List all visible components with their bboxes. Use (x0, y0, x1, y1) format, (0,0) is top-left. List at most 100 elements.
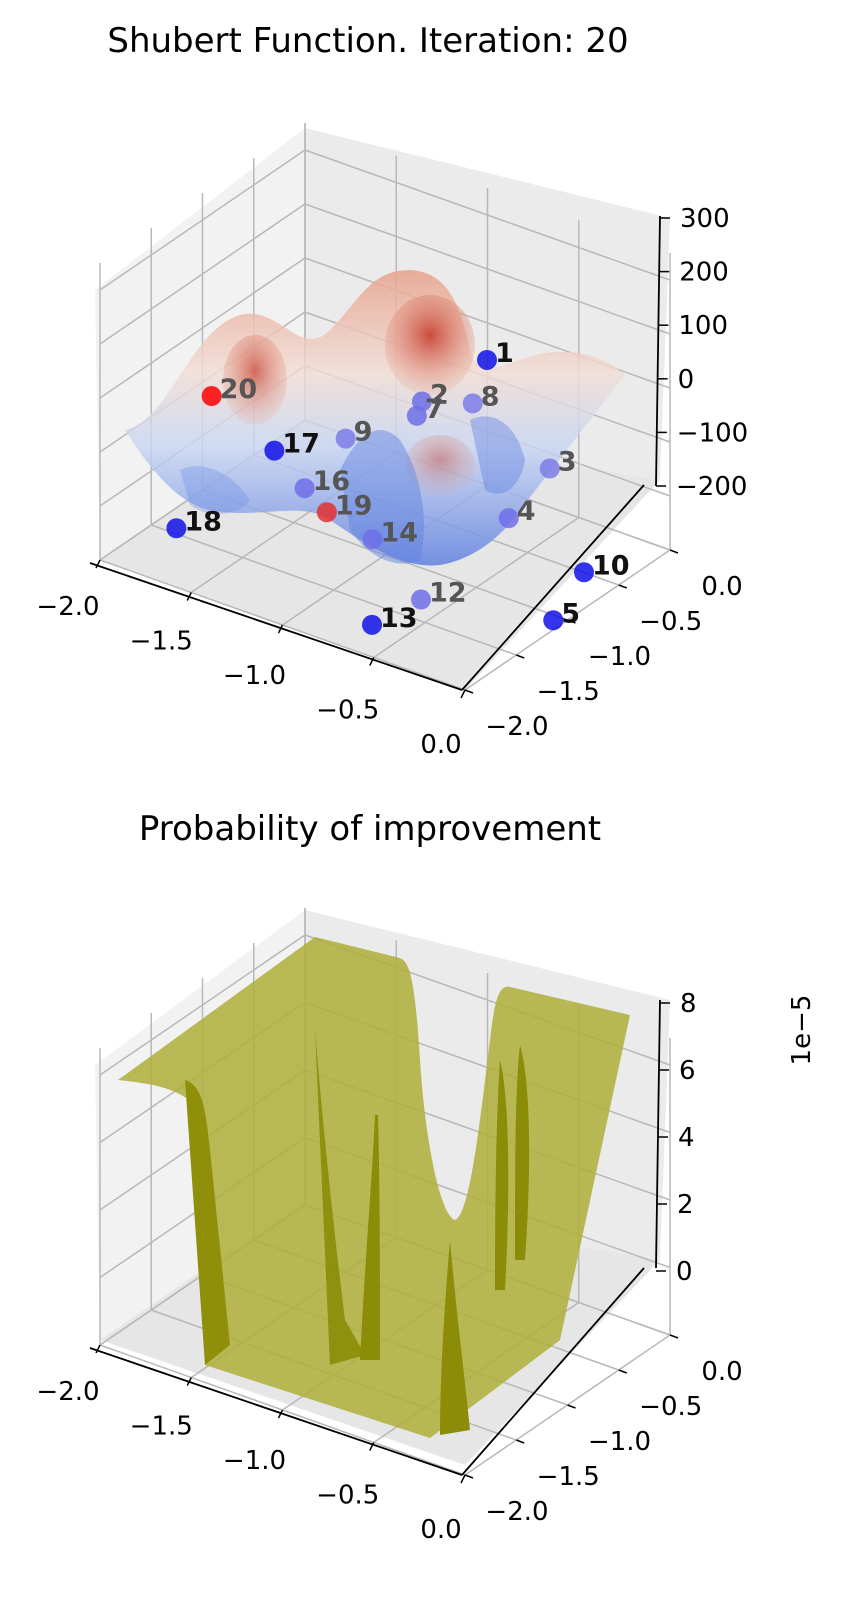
x-tick (369, 1442, 375, 1451)
x-tick (460, 1474, 466, 1484)
surface-shubert (125, 270, 625, 566)
z-tick-label: 8 (680, 989, 697, 1019)
x-tick (95, 559, 101, 569)
y-tick (464, 689, 474, 694)
sample-point (498, 508, 519, 529)
gridline (99, 257, 671, 399)
y-tick (515, 654, 525, 659)
x-tick-label: −2.0 (36, 1377, 99, 1407)
z-tick-label: 4 (678, 1123, 695, 1153)
sample-point (362, 614, 382, 635)
x-tick-label: −1.0 (223, 661, 286, 691)
y-tick (515, 1439, 525, 1444)
point-label: 17 (282, 429, 320, 460)
x-tick (277, 624, 284, 634)
point-label: 19 (335, 490, 373, 521)
panel-probability: Probability of improvement 1e−5 −2.0 −1.5… (36, 809, 817, 1545)
z-tick-label: 0 (676, 1257, 693, 1287)
x-tick (460, 689, 466, 699)
y-tick-label: −0.5 (639, 607, 702, 637)
y-tick (669, 549, 679, 554)
point-label: 7 (425, 394, 444, 425)
y-tick (567, 1404, 576, 1409)
z-tick-label: −100 (677, 418, 748, 448)
sample-point (294, 478, 315, 499)
y-tick-label: −1.5 (537, 677, 600, 707)
sample-point (316, 502, 337, 523)
point-label: 20 (220, 374, 258, 405)
sample-point (462, 393, 483, 414)
point-label: 18 (184, 506, 222, 537)
point-label: 10 (592, 550, 630, 581)
gridline (373, 516, 580, 659)
y-tick-label: −2.0 (485, 712, 548, 742)
z-tick-label: 300 (680, 204, 730, 234)
x-tick-label: −1.5 (130, 627, 193, 657)
point-label: 4 (517, 496, 536, 527)
sample-point (362, 529, 383, 550)
x-tick (186, 592, 192, 601)
y-tick (669, 1334, 679, 1339)
x-tick-label: −0.5 (316, 696, 379, 726)
sample-point (543, 610, 564, 631)
y-tick-label: −1.0 (588, 642, 651, 672)
sample-point (574, 562, 594, 583)
x-tick (369, 657, 375, 666)
axis-lines-1 (89, 215, 661, 691)
z-tick-label: 6 (679, 1056, 696, 1086)
z-tick-label: 200 (679, 258, 729, 288)
z-tick-label: 100 (678, 311, 728, 341)
x-tick-label: 0.0 (420, 730, 461, 760)
y-tick (618, 584, 628, 589)
gridline (99, 149, 671, 291)
chart-title-2: Probability of improvement (139, 809, 601, 849)
point-label: 3 (558, 447, 577, 478)
point-label: 12 (429, 578, 467, 609)
axis-lines-2 (89, 999, 661, 1476)
sample-point (166, 518, 187, 539)
surface-probability (118, 937, 630, 1438)
x-tick-label: 0.0 (420, 1515, 461, 1545)
x-tick-label: −1.5 (130, 1412, 193, 1442)
sample-point (264, 440, 285, 461)
point-label: 5 (561, 598, 580, 629)
y-tick-label: 0.0 (701, 572, 742, 602)
y-tick-label: −1.0 (588, 1427, 651, 1457)
z-tick-label: −200 (676, 472, 747, 502)
y-tick-label: 0.0 (701, 1357, 742, 1387)
tick-labels-2: −2.0 −1.5 −1.0 −0.5 0.0 −2.0 −1.5 −1.0 −0.5 0.0 0 2… (36, 989, 742, 1545)
x-tick (186, 1377, 192, 1386)
x-tick (95, 1344, 101, 1354)
point-label: 8 (481, 381, 500, 412)
z-tick-label: 0 (678, 365, 695, 395)
x-tick (277, 1409, 284, 1419)
y-tick (464, 1474, 474, 1479)
chart-title-1: Shubert Function. Iteration: 20 (107, 21, 628, 61)
point-label: 13 (380, 603, 418, 634)
y-tick (618, 1369, 628, 1374)
sample-point (411, 589, 431, 610)
y-tick-label: −0.5 (639, 1392, 702, 1422)
x-tick-label: −1.0 (223, 1446, 286, 1476)
y-tick-label: −2.0 (485, 1497, 548, 1527)
x-tick-label: −0.5 (316, 1481, 379, 1511)
point-label: 16 (313, 466, 351, 497)
sample-point (335, 428, 356, 449)
y-tick (567, 619, 576, 624)
x-tick-label: −2.0 (36, 592, 99, 622)
point-label: 2 (430, 379, 449, 410)
point-label: 14 (381, 517, 419, 548)
point-label: 1 (495, 338, 514, 369)
sample-point (201, 386, 222, 407)
gridline (99, 203, 671, 345)
tick-labels-1: −2.0 −1.5 −1.0 −0.5 0.0 −2.0 −1.5 −1.0 −0.5 0.0 −2… (36, 204, 748, 760)
z-offset-label: 1e−5 (787, 995, 817, 1066)
sample-point (477, 349, 497, 370)
sample-point (539, 458, 560, 479)
y-tick-label: −1.5 (537, 1462, 600, 1492)
sample-point (406, 405, 427, 426)
point-label: 9 (354, 417, 373, 448)
